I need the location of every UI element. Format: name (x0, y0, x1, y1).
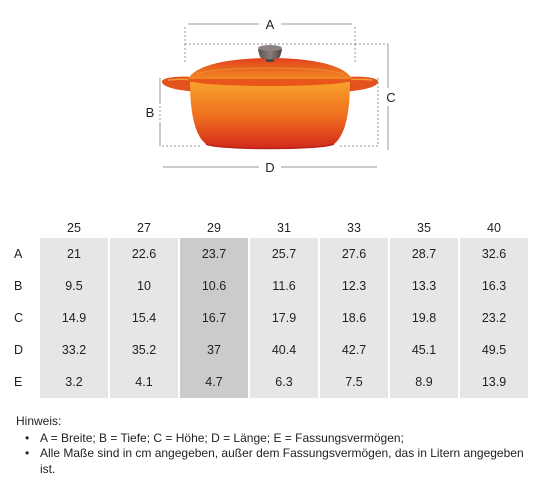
table-cell-highlighted: 4.7 (180, 366, 248, 398)
size-header: 35 (417, 221, 431, 235)
table-cell: 22.6 (110, 238, 178, 270)
table-cell: 42.7 (320, 334, 388, 366)
note-item: Alle Maße sind in cm angegeben, außer de… (16, 446, 536, 477)
label-b: B (146, 105, 155, 120)
table-cell: 23.2 (460, 302, 528, 334)
table-cell: 21 (40, 238, 108, 270)
size-header: 31 (277, 221, 291, 235)
table-row-e: E 3.2 4.1 4.7 6.3 7.5 8.9 13.9 (0, 366, 550, 398)
dutch-oven-dimension-diagram: A B C D (146, 17, 396, 175)
table-cell: 17.9 (250, 302, 318, 334)
table-cell: 19.8 (390, 302, 458, 334)
table-cell: 8.9 (390, 366, 458, 398)
note-section: Hinweis: A = Breite; B = Tiefe; C = Höhe… (16, 414, 536, 477)
table-cell: 14.9 (40, 302, 108, 334)
size-header-row: 25 27 29 31 33 35 40 (0, 218, 550, 238)
dutch-oven-illustration (161, 45, 379, 150)
table-row-b: B 9.5 10 10.6 11.6 12.3 13.3 16.3 (0, 270, 550, 302)
size-header: 29 (207, 221, 221, 235)
table-cell: 35.2 (110, 334, 178, 366)
table-cell: 16.3 (460, 270, 528, 302)
size-header: 40 (487, 221, 501, 235)
table-cell: 4.1 (110, 366, 178, 398)
table-row-c: C 14.9 15.4 16.7 17.9 18.6 19.8 23.2 (0, 302, 550, 334)
table-row-a: A 21 22.6 23.7 25.7 27.6 28.7 32.6 (0, 238, 550, 270)
row-label: E (14, 375, 23, 389)
table-cell: 18.6 (320, 302, 388, 334)
row-label: C (14, 311, 24, 325)
label-c: C (386, 90, 395, 105)
table-cell: 3.2 (40, 366, 108, 398)
size-header: 33 (347, 221, 361, 235)
table-cell: 32.6 (460, 238, 528, 270)
row-label: B (14, 279, 23, 293)
label-a: A (266, 17, 275, 32)
table-cell: 28.7 (390, 238, 458, 270)
note-heading: Hinweis: (16, 414, 62, 428)
table-cell: 11.6 (250, 270, 318, 302)
table-cell: 6.3 (250, 366, 318, 398)
table-cell: 49.5 (460, 334, 528, 366)
table-cell-highlighted: 10.6 (180, 270, 248, 302)
row-label: D (14, 343, 24, 357)
table-cell: 45.1 (390, 334, 458, 366)
size-header: 27 (137, 221, 151, 235)
table-cell: 13.3 (390, 270, 458, 302)
table-cell: 12.3 (320, 270, 388, 302)
table-cell: 40.4 (250, 334, 318, 366)
label-d: D (265, 160, 274, 175)
table-cell: 13.9 (460, 366, 528, 398)
table-row-d: D 33.2 35.2 37 40.4 42.7 45.1 49.5 (0, 334, 550, 366)
note-list: A = Breite; B = Tiefe; C = Höhe; D = Län… (16, 431, 536, 478)
table-cell-highlighted: 23.7 (180, 238, 248, 270)
table-cell-highlighted: 37 (180, 334, 248, 366)
table-cell: 25.7 (250, 238, 318, 270)
table-cell: 27.6 (320, 238, 388, 270)
table-cell: 7.5 (320, 366, 388, 398)
row-label: A (14, 247, 23, 261)
size-header: 25 (67, 221, 81, 235)
table-cell: 10 (110, 270, 178, 302)
note-item: A = Breite; B = Tiefe; C = Höhe; D = Län… (16, 431, 536, 447)
table-cell: 9.5 (40, 270, 108, 302)
table-cell-highlighted: 16.7 (180, 302, 248, 334)
table-cell: 33.2 (40, 334, 108, 366)
table-cell: 15.4 (110, 302, 178, 334)
